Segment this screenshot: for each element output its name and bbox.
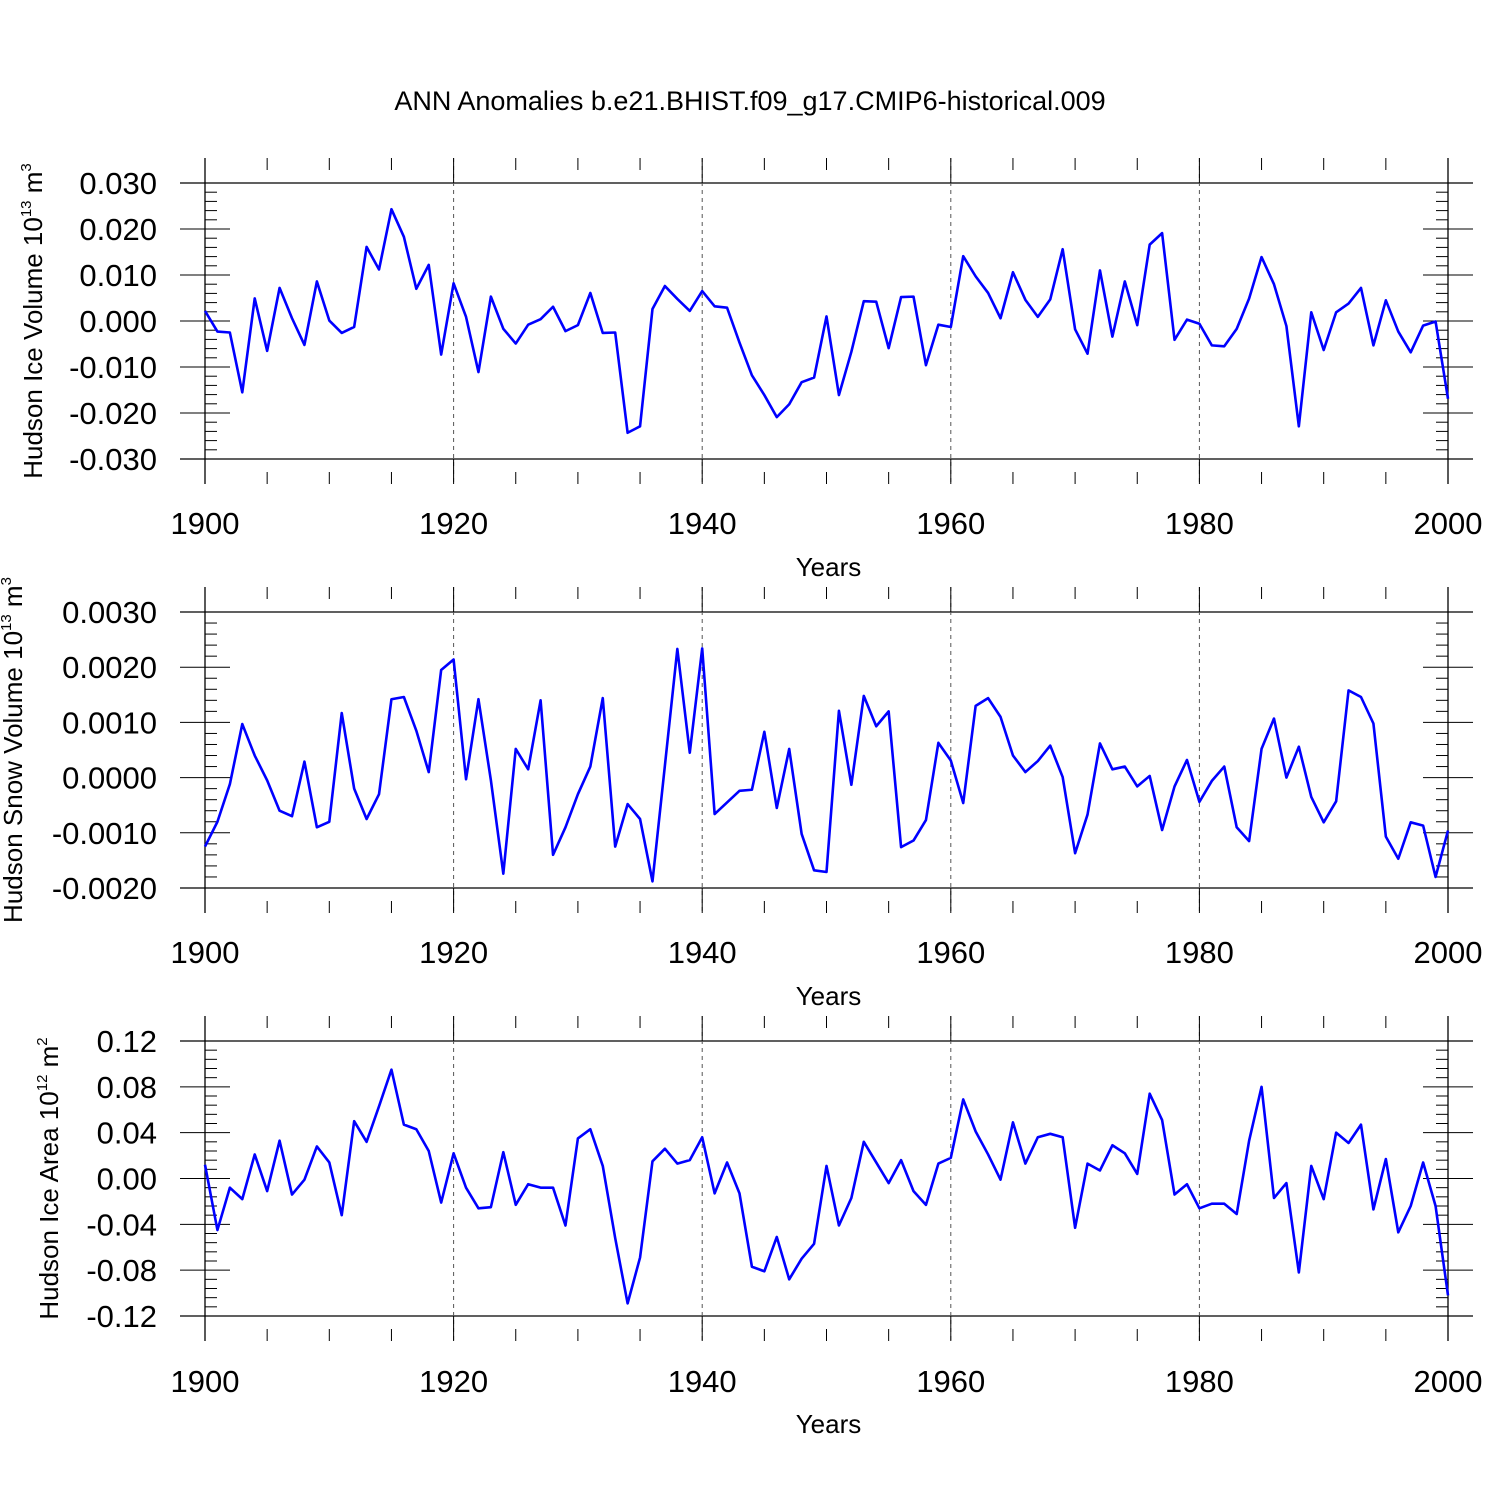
y-axis-title: Hudson Snow Volume 1013 m3 <box>0 577 28 923</box>
panel-1: -0.030 -0.020 -0.010 0.000 0.010 0.020 0.030 19… <box>18 158 1482 582</box>
x-tick-label: 2000 <box>1414 935 1483 970</box>
y-axis-title-unit: m <box>0 585 28 614</box>
y-tick-label: 0.000 <box>79 304 157 339</box>
x-tick-label: 2000 <box>1414 506 1483 541</box>
y-axis-title-unit-exponent: 2 <box>34 1037 51 1045</box>
y-tick-label: -0.010 <box>69 350 157 385</box>
y-axis-title-exponent: 13 <box>0 614 15 631</box>
x-tick-label: 1960 <box>916 1364 985 1399</box>
x-tick-label: 1960 <box>916 935 985 970</box>
y-axis-title: Hudson Ice Area 1012 m2 <box>34 1037 64 1319</box>
y-axis-title-unit: m <box>18 172 48 201</box>
y-axis-title-unit-exponent: 3 <box>0 577 15 585</box>
x-tick-label: 1920 <box>419 1364 488 1399</box>
panel-3: -0.12 -0.08 -0.04 0.00 0.04 0.08 0.12 1900 1920 1… <box>34 1016 1482 1439</box>
series-line <box>203 1068 1450 1305</box>
y-axis-title-main: Hudson Snow Volume 10 <box>0 631 28 923</box>
y-tick-label: -0.0010 <box>52 816 157 851</box>
x-tick-label: 2000 <box>1414 1364 1483 1399</box>
y-axis-title: Hudson Ice Volume 1013 m3 <box>18 163 48 479</box>
y-tick-label: 0.010 <box>79 258 157 293</box>
y-tick-label: 0.030 <box>79 166 157 201</box>
series-line <box>203 207 1450 435</box>
x-tick-label: 1940 <box>668 1364 737 1399</box>
x-tick-label: 1940 <box>668 935 737 970</box>
x-tick-label: 1900 <box>171 1364 240 1399</box>
x-tick-label: 1980 <box>1165 935 1234 970</box>
x-tick-label: 1900 <box>171 935 240 970</box>
y-tick-label: 0.0010 <box>62 705 157 740</box>
y-tick-label: -0.12 <box>86 1299 157 1334</box>
y-tick-label: 0.0000 <box>62 761 157 796</box>
x-tick-label: 1940 <box>668 506 737 541</box>
y-tick-label: 0.00 <box>97 1162 157 1197</box>
y-tick-label: -0.04 <box>86 1207 157 1242</box>
y-axis-title-unit: m <box>34 1046 64 1075</box>
y-axis-title-main: Hudson Ice Volume 10 <box>18 217 48 479</box>
y-axis-title-unit-exponent: 3 <box>18 163 35 171</box>
x-tick-label: 1980 <box>1165 1364 1234 1399</box>
y-tick-label: -0.08 <box>86 1253 157 1288</box>
y-axis-title-exponent: 12 <box>34 1075 51 1092</box>
y-tick-label: -0.030 <box>69 442 157 477</box>
y-tick-label: 0.020 <box>79 212 157 247</box>
y-tick-label: 0.12 <box>97 1024 157 1059</box>
y-axis-title-main: Hudson Ice Area 10 <box>34 1091 64 1319</box>
x-tick-label: 1920 <box>419 506 488 541</box>
y-tick-label: 0.04 <box>97 1116 157 1151</box>
y-tick-label: 0.08 <box>97 1070 157 1105</box>
y-axis-title-exponent: 13 <box>18 200 35 217</box>
x-axis-title: Years <box>796 552 862 582</box>
y-tick-label: -0.020 <box>69 396 157 431</box>
y-tick-label: 0.0030 <box>62 595 157 630</box>
x-tick-label: 1920 <box>419 935 488 970</box>
x-tick-label: 1900 <box>171 506 240 541</box>
x-tick-label: 1980 <box>1165 506 1234 541</box>
y-tick-label: 0.0020 <box>62 650 157 685</box>
x-axis-title: Years <box>796 1409 862 1439</box>
chart-title: ANN Anomalies b.e21.BHIST.f09_g17.CMIP6-… <box>394 86 1105 116</box>
series-line <box>203 647 1450 883</box>
x-axis-title: Years <box>796 981 862 1011</box>
y-tick-label: -0.0020 <box>52 871 157 906</box>
x-tick-label: 1960 <box>916 506 985 541</box>
panel-2: -0.0020 -0.0010 0.0000 0.0010 0.0020 0.0030 19… <box>0 577 1482 1011</box>
